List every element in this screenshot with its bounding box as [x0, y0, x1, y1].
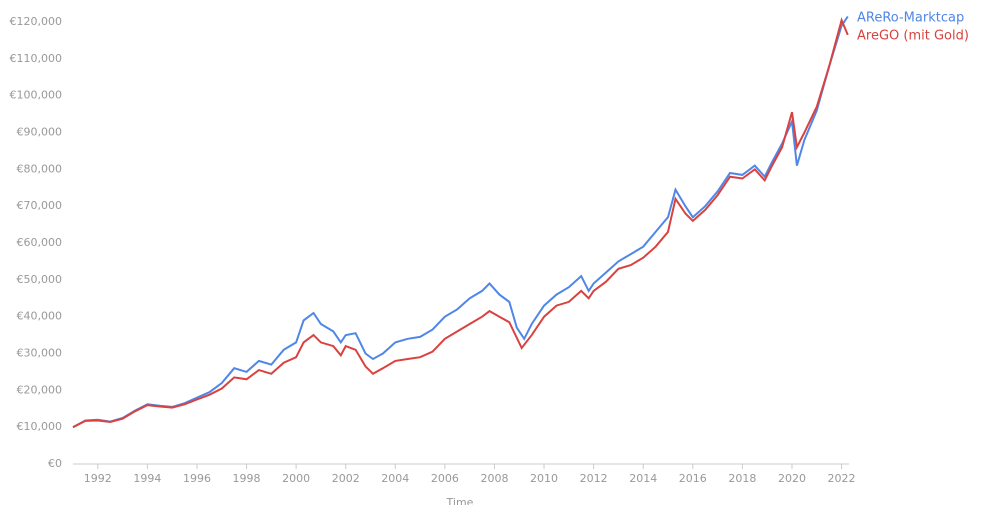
- x-tick-label: 2014: [629, 472, 657, 485]
- x-tick-label: 2012: [580, 472, 608, 485]
- x-tick-label: 1998: [233, 472, 261, 485]
- x-tick-label: 2004: [381, 472, 409, 485]
- x-axis-label: Time: [446, 496, 474, 505]
- x-tick-label: 2000: [282, 472, 310, 485]
- y-tick-label: €50,000: [17, 273, 63, 286]
- x-tick-label: 2008: [480, 472, 508, 485]
- y-tick-label: €60,000: [17, 236, 63, 249]
- y-tick-label: €0: [48, 457, 62, 470]
- y-tick-label: €70,000: [17, 199, 63, 212]
- x-tick-label: 2016: [679, 472, 707, 485]
- x-tick-label: 1994: [133, 472, 161, 485]
- x-tick-label: 2022: [828, 472, 856, 485]
- y-tick-label: €110,000: [10, 52, 63, 65]
- y-tick-label: €100,000: [10, 89, 63, 102]
- x-tick-label: 2002: [332, 472, 360, 485]
- x-tick-label: 2018: [728, 472, 756, 485]
- y-tick-label: €40,000: [17, 310, 63, 323]
- x-tick-label: 2010: [530, 472, 558, 485]
- series-line: [72, 17, 849, 429]
- y-tick-label: €80,000: [17, 162, 63, 175]
- y-tick-label: €10,000: [17, 420, 63, 433]
- y-tick-label: €20,000: [17, 383, 63, 396]
- y-tick-label: €30,000: [17, 347, 63, 360]
- y-tick-label: €90,000: [17, 126, 63, 139]
- legend-label: AReRo-Marktcap: [857, 11, 964, 26]
- x-tick-label: 1992: [84, 472, 112, 485]
- series-line: [72, 15, 849, 429]
- x-tick-label: 1996: [183, 472, 211, 485]
- y-tick-label: €120,000: [10, 15, 63, 28]
- x-tick-label: 2020: [778, 472, 806, 485]
- x-tick-label: 2006: [431, 472, 459, 485]
- legend-label: AreGO (mit Gold): [857, 29, 969, 44]
